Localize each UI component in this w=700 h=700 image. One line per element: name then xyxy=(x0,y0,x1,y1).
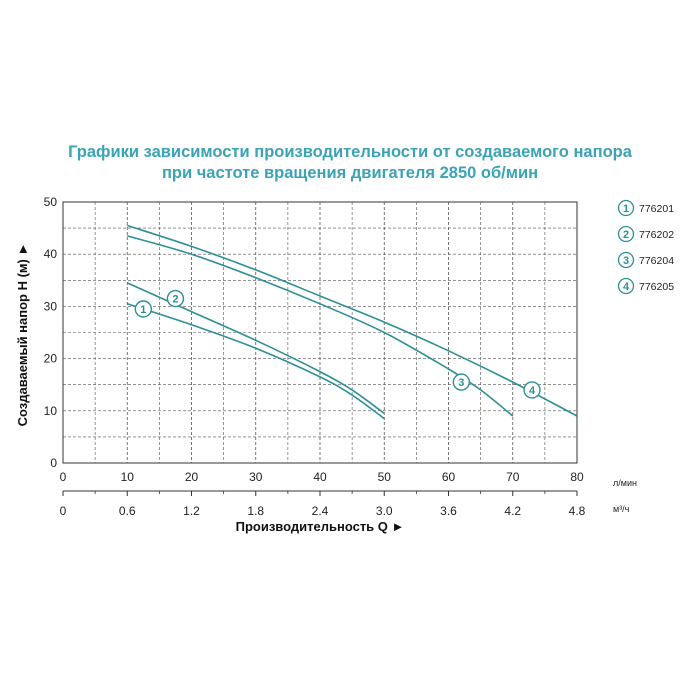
chart-title-line-2: при частоте вращения двигателя 2850 об/м… xyxy=(161,164,539,182)
legend-layer: 1 776201 2 776202 3 776204 4 776205 xyxy=(617,199,674,295)
legend-entry-776205: 776205 xyxy=(639,281,674,293)
legend-marker-label-3: 3 xyxy=(623,255,629,267)
legend-marker-3 xyxy=(617,251,635,269)
axis-layer: 0 10 20 30 40 50 0 10 20 30 40 50 60 70 80 л/мин 0 0.6 1.2… xyxy=(15,195,637,534)
series-layer: 1 2 3 4 xyxy=(126,224,578,420)
series-marker-circle-2 xyxy=(166,289,185,308)
legend-marker-label-2: 2 xyxy=(623,229,629,241)
x-tick-label: 0 xyxy=(60,470,67,484)
x-tick-label: 60 xyxy=(442,470,456,484)
series-marker-label-2: 2 xyxy=(172,294,178,306)
x2-tick-label: 4.2 xyxy=(504,504,521,518)
x-tick-label: 30 xyxy=(249,470,263,484)
y-tick-label: 20 xyxy=(44,352,58,366)
y-tick-label: 0 xyxy=(50,456,57,470)
x-tick-label: 50 xyxy=(378,470,392,484)
series-marker-circle-1 xyxy=(134,300,153,318)
x2-unit-label: м³/ч xyxy=(613,504,630,514)
y-tick-label: 50 xyxy=(44,195,58,209)
y-tick-label: 40 xyxy=(44,247,58,261)
legend-entry-776204: 776204 xyxy=(639,255,674,267)
x-tick-label: 20 xyxy=(185,470,199,484)
x-tick-label: 80 xyxy=(570,470,584,484)
series-line-776204 xyxy=(127,235,514,417)
legend-marker-2 xyxy=(617,225,635,243)
x2-tick-label: 1.8 xyxy=(247,504,264,518)
y-axis-title: Создаваемый напор H (м) ► xyxy=(15,243,30,427)
x-axis-title: Производительность Q ► xyxy=(236,519,405,534)
series-line-776205 xyxy=(127,224,578,417)
x2-tick-label: 0 xyxy=(60,504,67,518)
series-marker-circle-3 xyxy=(452,373,471,391)
legend-marker-1 xyxy=(617,199,635,217)
legend-marker-label-1: 1 xyxy=(623,203,629,215)
grid-layer xyxy=(62,201,578,464)
x-tick-label: 40 xyxy=(313,470,327,484)
series-line-776202 xyxy=(126,282,385,415)
legend-marker-label-4: 4 xyxy=(623,281,630,293)
legend-marker-4 xyxy=(617,277,635,295)
y-tick-label: 10 xyxy=(44,404,58,418)
y-tick-label: 30 xyxy=(44,299,58,313)
legend-entry-776202: 776202 xyxy=(639,229,674,241)
x-tick-label: 70 xyxy=(506,470,520,484)
series-marker-circle-4 xyxy=(523,381,541,399)
chart-title-line-1: Графики зависимости производительности о… xyxy=(68,143,632,161)
x-unit-label: л/мин xyxy=(613,478,637,488)
x2-tick-label: 3.6 xyxy=(440,504,457,518)
x2-tick-label: 0.6 xyxy=(119,504,136,518)
legend-entry-776201: 776201 xyxy=(639,203,674,215)
series-line-776201 xyxy=(127,303,385,420)
chart-title: Графики зависимости производительности о… xyxy=(0,142,700,184)
x-tick-label: 10 xyxy=(121,470,135,484)
series-marker-label-4: 4 xyxy=(529,385,536,397)
x2-tick-label: 4.8 xyxy=(569,504,586,518)
x2-tick-label: 2.4 xyxy=(312,504,329,518)
x2-tick-label: 3.0 xyxy=(376,504,393,518)
series-marker-label-3: 3 xyxy=(458,377,464,389)
series-marker-label-1: 1 xyxy=(140,304,146,316)
x2-tick-label: 1.2 xyxy=(183,504,200,518)
